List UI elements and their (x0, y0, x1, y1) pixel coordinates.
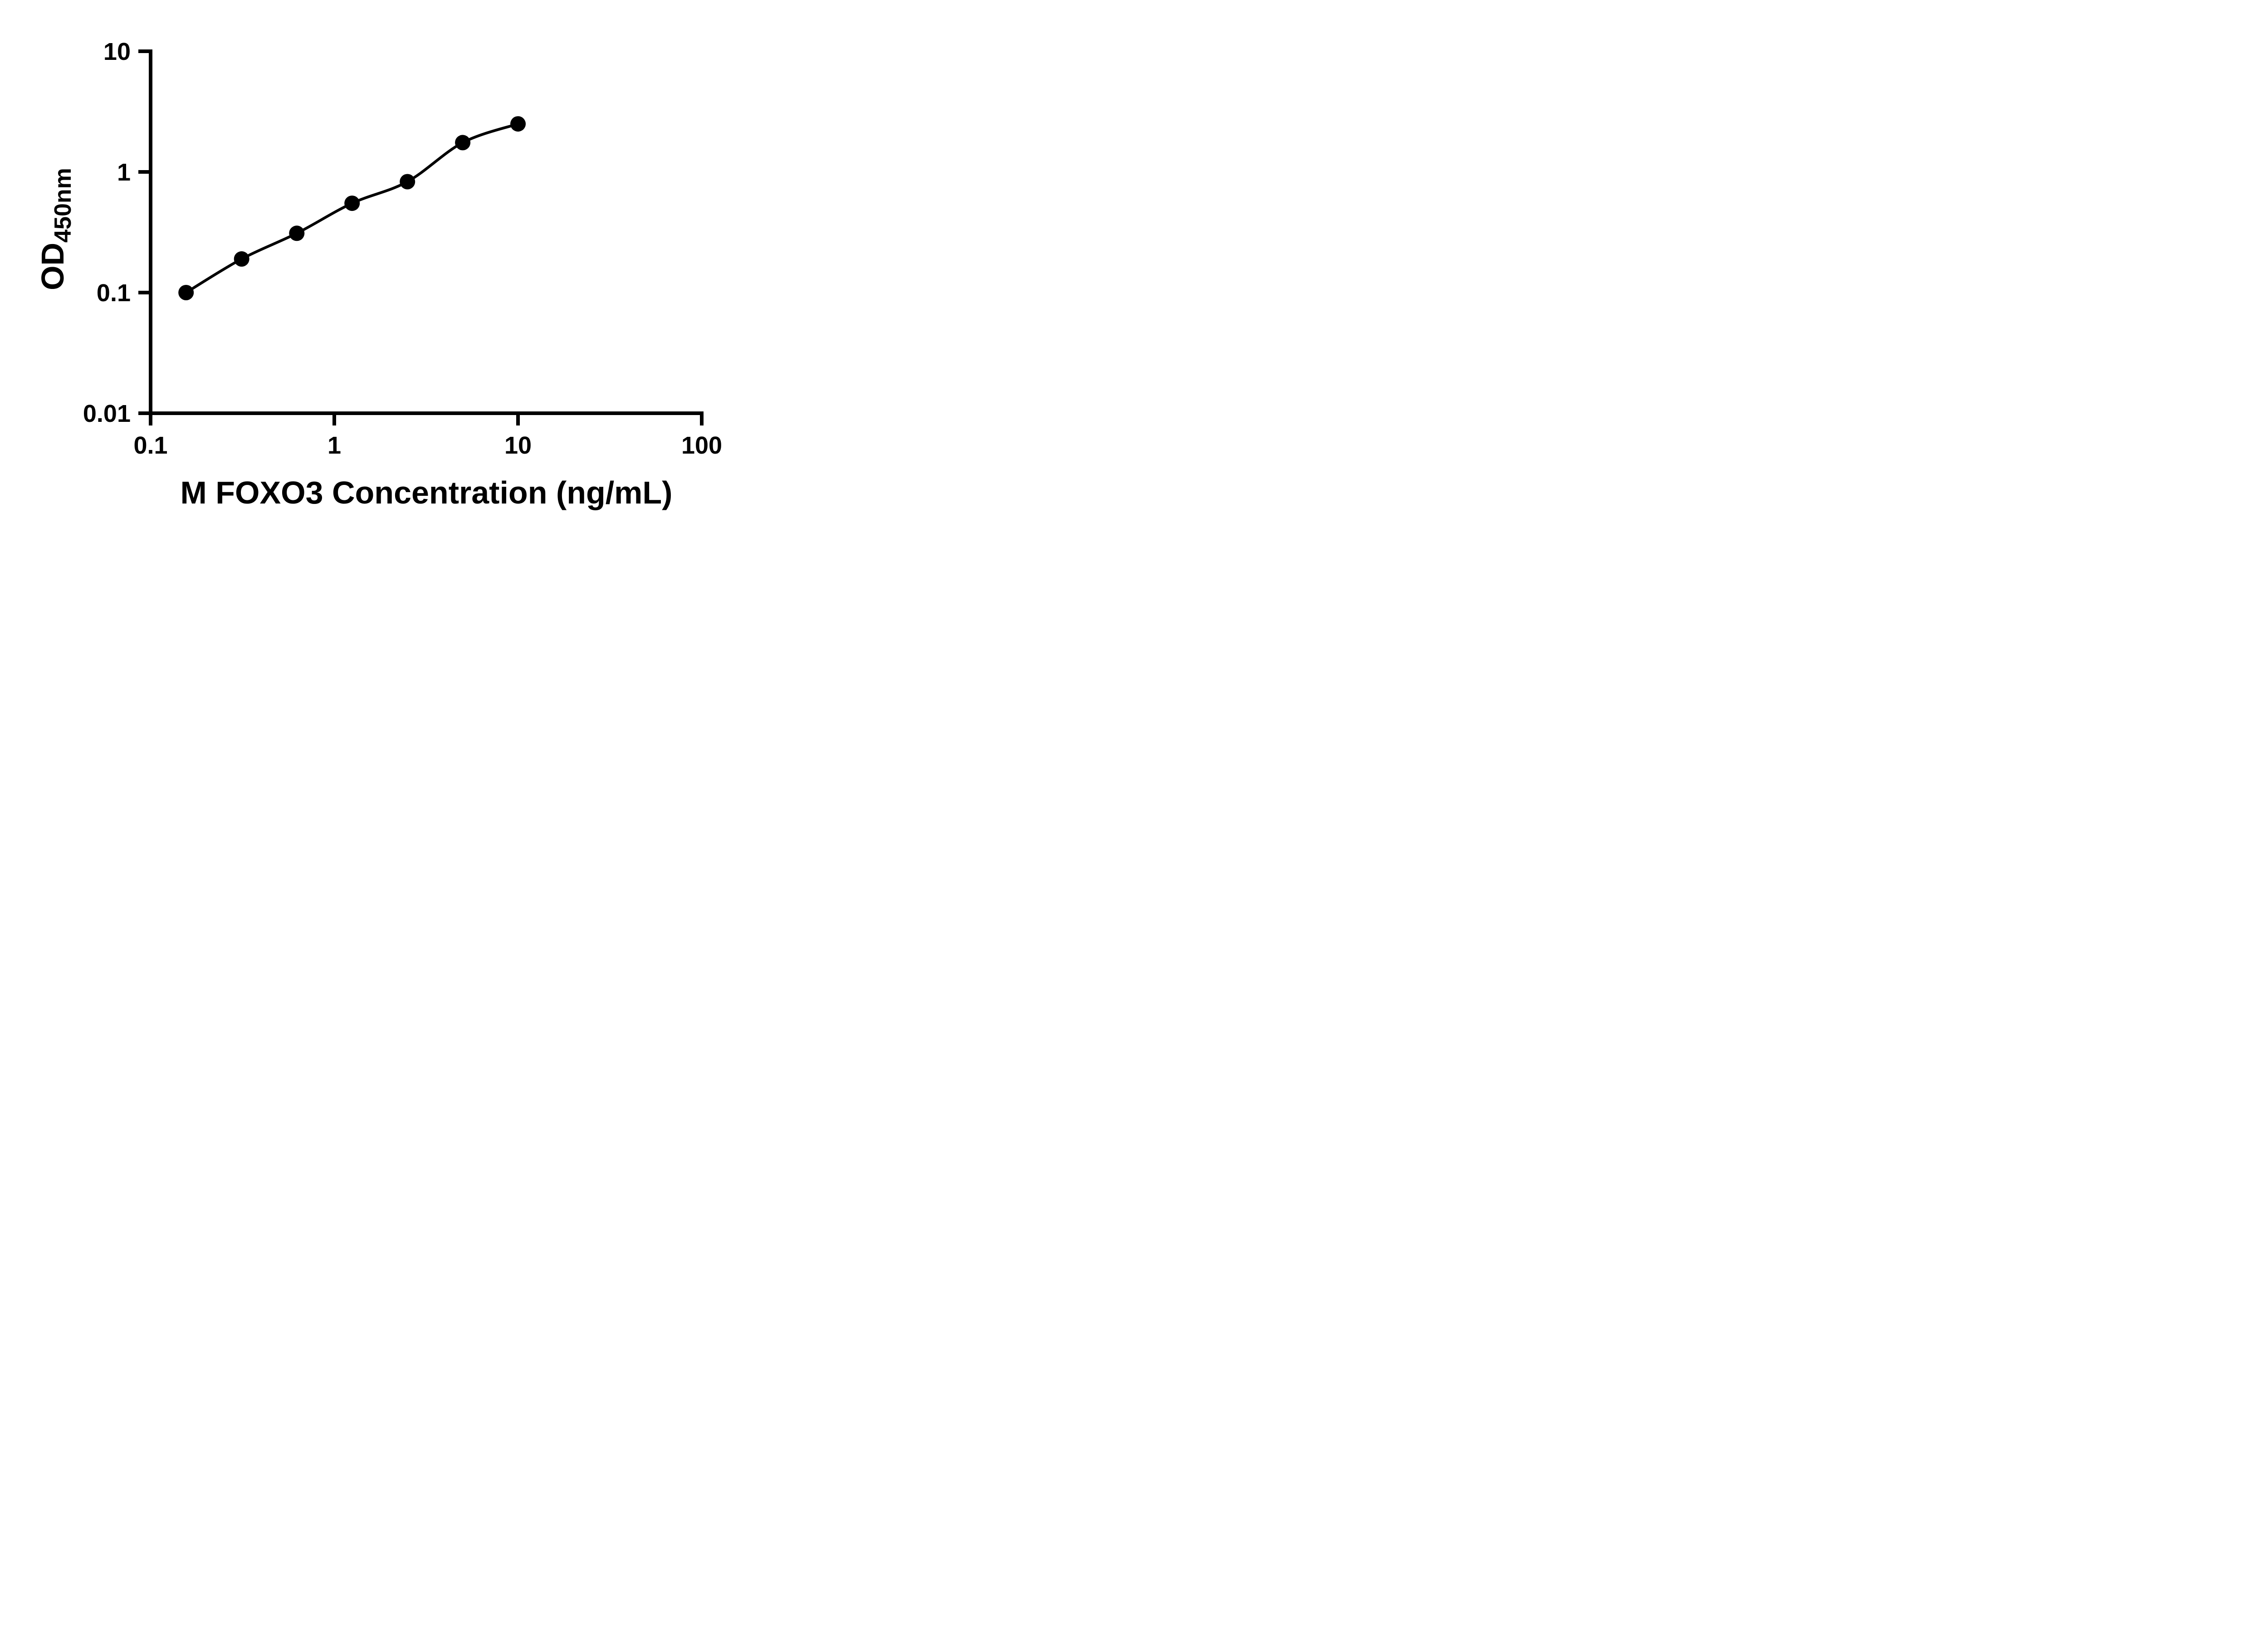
data-point (178, 285, 194, 300)
x-tick-label: 10 (504, 432, 532, 459)
y-tick-label: 0.01 (83, 400, 131, 427)
data-point (455, 135, 471, 151)
elisa-standard-curve-figure: 0.01 0.1 1 10 0.1 1 10 100 M FOXO3 Concentratio… (0, 0, 776, 544)
y-axis-title-sub: 450nm (50, 168, 76, 243)
x-tick-label: 100 (681, 432, 722, 459)
y-axis-title-main: OD (35, 243, 70, 290)
x-tick-label: 1 (327, 432, 341, 459)
axis-spines (149, 49, 704, 415)
y-axis-title: OD450nm (35, 168, 76, 290)
data-point (510, 116, 526, 132)
data-point (289, 225, 305, 241)
data-point (344, 196, 360, 211)
y-tick-label: 10 (103, 38, 131, 65)
y-tick-label: 0.1 (97, 279, 131, 307)
data-point (400, 174, 415, 190)
data-point (234, 251, 249, 267)
x-axis-title: M FOXO3 Concentration (ng/mL) (181, 475, 673, 510)
x-tick-label: 0.1 (133, 432, 167, 459)
y-tick-label: 1 (117, 159, 131, 186)
